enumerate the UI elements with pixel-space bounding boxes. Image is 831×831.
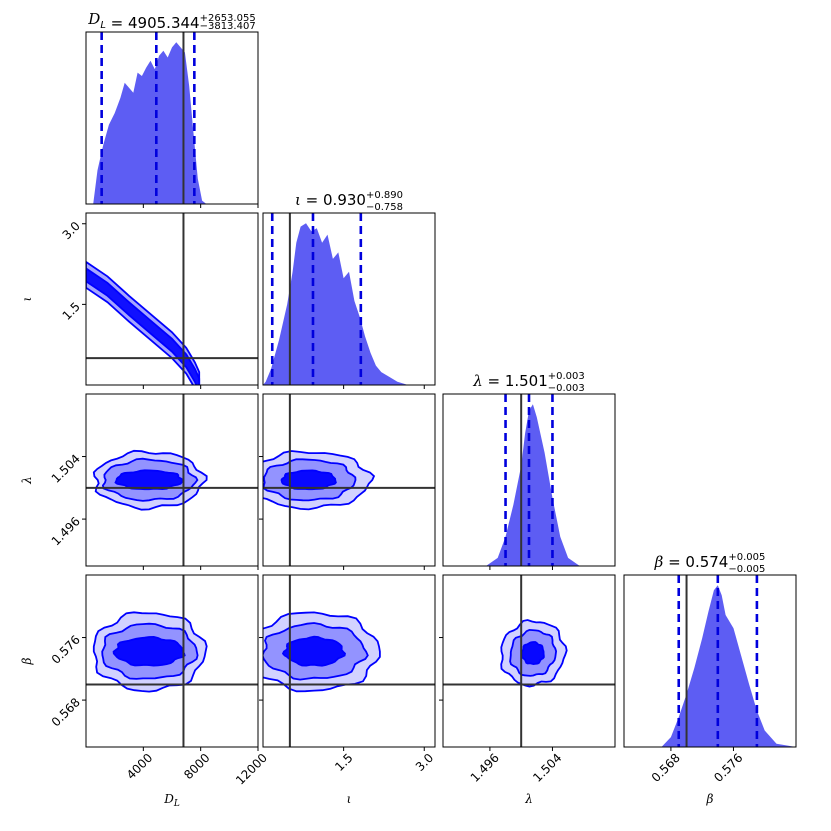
- joint-frame: [262, 393, 436, 567]
- diag-frame-2: [442, 393, 616, 567]
- contour-level-1: [114, 469, 184, 491]
- joint-frame: [442, 574, 616, 748]
- contour-level-1: [520, 641, 545, 666]
- joint-panel-1-2: [262, 393, 436, 567]
- title-value: = 4905.344: [106, 14, 200, 32]
- joint-panel-0-2: [85, 393, 259, 567]
- y-tick-label: 0.568: [49, 695, 83, 729]
- title-subscript: L: [100, 20, 106, 31]
- diag-frame-1: [262, 212, 436, 386]
- diag-panel-1: [262, 212, 436, 386]
- panel-title-2: λ = 1.501+0.003: [472, 371, 585, 390]
- band-level-1: [86, 267, 201, 385]
- contour-level-1: [281, 635, 346, 667]
- y-axis-label-3: β: [20, 657, 34, 665]
- x-axis-label-2: λ: [524, 792, 533, 806]
- x-tick-label: 0.568: [649, 751, 683, 785]
- y-axis-label-2: λ: [20, 476, 34, 485]
- joint-panel-0-3: [85, 574, 259, 748]
- posterior-density-3: [624, 585, 796, 747]
- title-symbol: λ: [472, 372, 483, 390]
- diag-panel-3: [623, 574, 797, 748]
- joint-frame: [85, 212, 259, 386]
- x-tick-label: 3.0: [413, 751, 436, 774]
- x-tick-label: 1.5: [332, 751, 355, 774]
- title-err-minus-0: −3813.407: [200, 21, 256, 32]
- x-tick-label: 8000: [181, 751, 212, 782]
- y-axis-label-1: ι: [20, 297, 34, 302]
- title-value: = 0.930: [301, 191, 366, 209]
- contour-level-1: [112, 635, 186, 667]
- x-tick-label: 0.576: [711, 751, 745, 785]
- title-symbol: ι: [295, 191, 301, 209]
- y-tick-label: 3.0: [60, 219, 83, 242]
- title-err-plus: +0.005: [728, 552, 765, 563]
- joint-panel-2-3: [442, 574, 616, 748]
- x-axis-label-3: β: [706, 792, 714, 806]
- title-err-minus-1: −0.758: [366, 202, 403, 213]
- y-tick-label: 1.504: [49, 452, 83, 486]
- x-axis-label-1: ι: [347, 792, 352, 806]
- joint-frame: [262, 574, 436, 748]
- x-tick-label: 4000: [124, 751, 155, 782]
- title-err-minus-3: −0.005: [728, 564, 765, 575]
- panel-title-3: β = 0.574+0.005: [654, 552, 766, 571]
- x-tick-label: 1.504: [530, 751, 564, 785]
- y-tick-label: 1.5: [60, 299, 83, 322]
- diag-panel-2: [442, 393, 616, 567]
- joint-frame: [85, 393, 259, 567]
- joint-frame: [85, 574, 259, 748]
- joint-panel-1-3: [262, 574, 436, 748]
- panel-title-0: DL = 4905.344+2653.055: [87, 10, 255, 32]
- title-value: = 0.574: [663, 553, 728, 571]
- diag-frame-3: [623, 574, 797, 748]
- diag-panel-0: [85, 31, 259, 205]
- title-err-minus-2: −0.003: [548, 383, 585, 394]
- title-symbol: D: [87, 10, 100, 28]
- posterior-density-1: [263, 223, 435, 385]
- posterior-density-0: [86, 42, 258, 204]
- x-tick-label: 1.496: [468, 751, 502, 785]
- y-tick-label: 0.576: [49, 633, 83, 667]
- x-axis-label-0: DL: [163, 792, 180, 809]
- diag-frame-0: [85, 31, 259, 205]
- y-tick-label: 1.496: [49, 514, 83, 548]
- panel-title-1: ι = 0.930+0.890: [295, 190, 403, 209]
- joint-panel-0-1: [85, 212, 259, 386]
- title-err-plus: +0.890: [366, 190, 403, 201]
- x-tick-label: 12000: [233, 751, 270, 788]
- title-err-plus: +2653.055: [200, 13, 256, 24]
- title-err-plus: +0.003: [548, 371, 585, 382]
- title-symbol: β: [654, 553, 664, 571]
- title-value: = 1.501: [483, 372, 548, 390]
